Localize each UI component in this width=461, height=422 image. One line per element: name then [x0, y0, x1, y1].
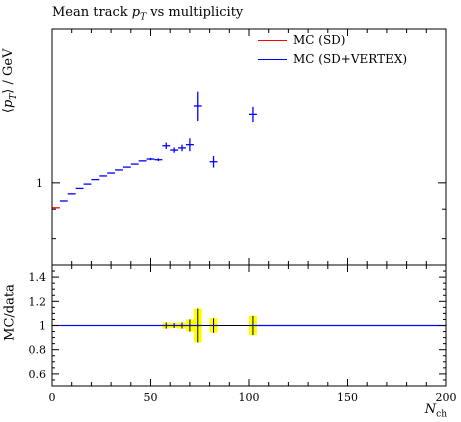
y-tick-label-main: 1 [36, 177, 43, 190]
legend-entry-mc-sd: MC (SD) [258, 33, 346, 47]
x-tick-label: 50 [144, 391, 158, 404]
x-axis-label: Nch [424, 402, 447, 420]
y-tick-label-ratio: 1 [39, 320, 46, 333]
legend-label-mc-sd-vertex: MC (SD+VERTEX) [293, 52, 408, 66]
y-tick-label-ratio: 1.2 [29, 295, 47, 308]
legend-label-mc-sd: MC (SD) [293, 33, 346, 47]
main-plot-frame [51, 28, 447, 266]
y-tick-label-ratio: 0.8 [29, 344, 47, 357]
y-tick-label-ratio: 1.4 [29, 271, 47, 284]
x-tick-label: 0 [49, 391, 56, 404]
x-tick-label: 150 [337, 391, 358, 404]
chart-title: Mean track pT vs multiplicity [52, 5, 244, 23]
legend-entry-mc-sd-vertex: MC (SD+VERTEX) [258, 52, 407, 66]
legend-swatch-mc-sd [258, 40, 287, 41]
x-tick-label: 200 [436, 391, 457, 404]
legend-swatch-mc-sd-vertex [258, 59, 287, 60]
y-tick-label-ratio: 0.6 [29, 368, 47, 381]
x-tick-label: 100 [239, 391, 260, 404]
